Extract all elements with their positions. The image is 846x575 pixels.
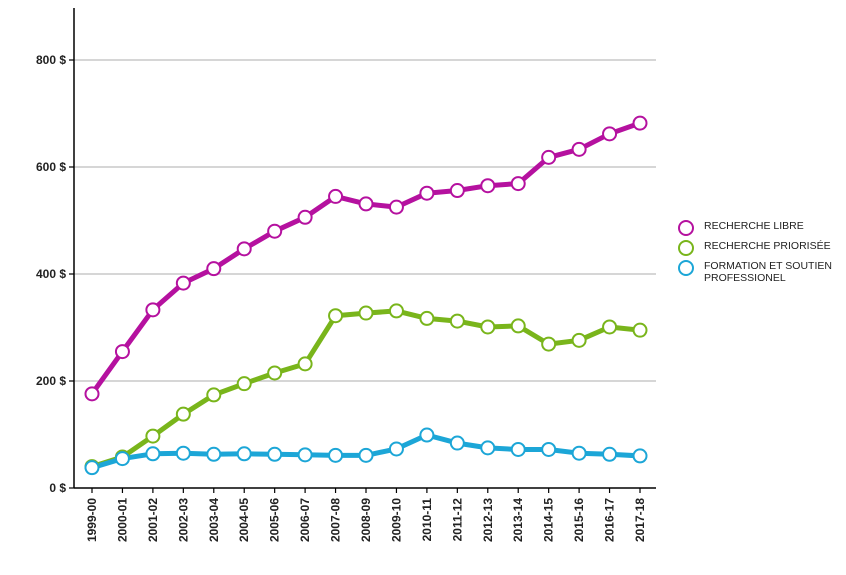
data-point (602, 446, 618, 462)
x-tick-label: 2003-04 (207, 498, 221, 542)
x-tick-labels: 1999-00 2000-01 2001-02 2002-03 2003-04 2004-… (85, 488, 647, 542)
data-point (297, 209, 313, 225)
data-point (175, 406, 191, 422)
data-point (358, 305, 374, 321)
data-point (541, 336, 557, 352)
legend-item-formation-soutien: FORMATION ET SOUTIEN PROFESSIONEL (678, 260, 832, 284)
x-tick-label: 2011-12 (450, 498, 464, 542)
data-point (114, 451, 130, 467)
y-tick-label: 0 $ (49, 481, 66, 495)
x-tick-label: 2016-17 (603, 498, 617, 542)
y-tick-label: 200 $ (36, 374, 66, 388)
legend-marker-circle-icon (678, 240, 694, 256)
x-tick-label: 2006-07 (298, 498, 312, 542)
data-point (328, 188, 344, 204)
x-tick-label: 1999-00 (85, 498, 99, 542)
data-point (571, 332, 587, 348)
data-point (388, 199, 404, 215)
data-point (236, 446, 252, 462)
data-point (328, 447, 344, 463)
data-point (236, 241, 252, 257)
x-tick-label: 2009-10 (389, 498, 403, 542)
data-point (571, 141, 587, 157)
data-point (84, 386, 100, 402)
x-tick-label: 2008-09 (359, 498, 373, 542)
data-point (480, 178, 496, 194)
x-tick-label: 2010-11 (420, 498, 434, 542)
x-tick-label: 2001-02 (146, 498, 160, 542)
data-point (175, 275, 191, 291)
axes (73, 8, 656, 489)
data-point (602, 319, 618, 335)
data-point (632, 448, 648, 464)
data-point (632, 322, 648, 338)
data-point (145, 428, 161, 444)
data-point (602, 126, 618, 142)
series-line (91, 308, 641, 469)
x-tick-label: 2007-08 (329, 498, 343, 542)
x-tick-label: 2012-13 (481, 498, 495, 542)
data-point (388, 303, 404, 319)
data-point (206, 446, 222, 462)
data-point (206, 387, 222, 403)
legend-label: FORMATION ET SOUTIEN PROFESSIONEL (704, 260, 832, 284)
data-point (297, 356, 313, 372)
x-tick-label: 2004-05 (237, 498, 251, 542)
data-point (267, 365, 283, 381)
series-points (84, 115, 648, 476)
x-tick-label: 2005-06 (268, 498, 282, 542)
data-point (480, 319, 496, 335)
data-point (206, 261, 222, 277)
x-tick-label: 2017-18 (633, 498, 647, 542)
data-point (632, 115, 648, 131)
x-tick-label: 2000-01 (115, 498, 129, 542)
data-point (358, 196, 374, 212)
data-point (114, 344, 130, 360)
data-point (388, 441, 404, 457)
data-point (449, 313, 465, 329)
data-point (449, 435, 465, 451)
series-line (89, 120, 641, 396)
x-tick-label: 2014-15 (542, 498, 556, 542)
data-point (297, 447, 313, 463)
data-point (449, 183, 465, 199)
data-point (358, 447, 374, 463)
x-tick-label: 2015-16 (572, 498, 586, 542)
legend-label: RECHERCHE PRIORISÉE (704, 240, 831, 252)
y-tick-label: 800 $ (36, 53, 66, 67)
data-point (510, 441, 526, 457)
legend-marker-circle-icon (678, 220, 694, 236)
y-tick-label: 400 $ (36, 267, 66, 281)
data-point (510, 176, 526, 192)
series-lines (89, 120, 641, 471)
data-point (419, 310, 435, 326)
x-tick-label: 2013-14 (511, 498, 525, 542)
legend-label: RECHERCHE LIBRE (704, 220, 804, 232)
gridlines (74, 59, 656, 382)
data-point (84, 460, 100, 476)
data-point (419, 185, 435, 201)
legend: RECHERCHE LIBRE RECHERCHE PRIORISÉE FORM… (678, 220, 832, 292)
data-point (175, 445, 191, 461)
data-point (419, 427, 435, 443)
legend-item-recherche-priorisee: RECHERCHE PRIORISÉE (678, 240, 832, 256)
y-tick-labels: 0 $ 200 $ 400 $ 600 $ 800 $ (36, 53, 74, 495)
data-point (480, 440, 496, 456)
data-point (328, 308, 344, 324)
data-point (541, 441, 557, 457)
data-point (236, 376, 252, 392)
data-point (145, 302, 161, 318)
data-point (267, 446, 283, 462)
x-tick-label: 2002-03 (176, 498, 190, 542)
data-point (267, 223, 283, 239)
data-point (145, 446, 161, 462)
data-point (541, 149, 557, 165)
y-tick-label: 600 $ (36, 160, 66, 174)
legend-marker-circle-icon (678, 260, 694, 276)
data-point (571, 445, 587, 461)
data-point (510, 318, 526, 334)
legend-item-recherche-libre: RECHERCHE LIBRE (678, 220, 832, 236)
